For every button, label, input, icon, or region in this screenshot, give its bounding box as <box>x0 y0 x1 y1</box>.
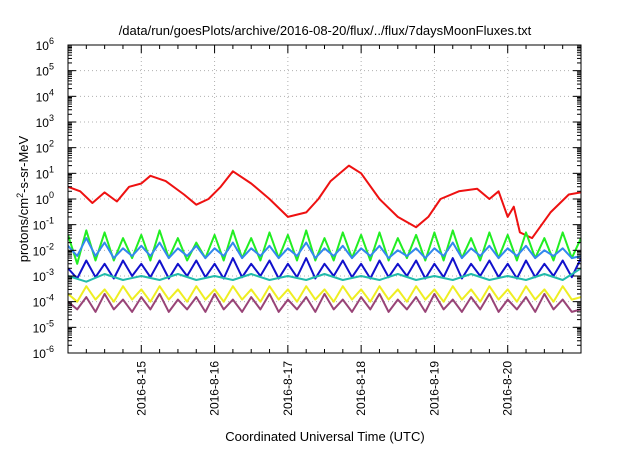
series-line-6 <box>68 285 581 303</box>
y-tick-label: 103 <box>36 113 54 130</box>
y-tick-label: 106 <box>36 36 54 53</box>
series-line-5 <box>68 267 581 283</box>
axis-ticks <box>68 44 581 354</box>
y-tick-label: 102 <box>36 139 54 156</box>
x-tick-label: 2016-8-17 <box>281 361 295 416</box>
x-tick-label: 2016-8-15 <box>134 361 148 416</box>
x-tick-label: 2016-8-16 <box>208 361 222 416</box>
x-tick-label: 2016-8-20 <box>501 361 515 416</box>
y-tick-label: 10-4 <box>33 293 54 310</box>
y-tick-label: 100 <box>36 190 54 207</box>
chart-title: /data/run/goesPlots/archive/2016-08-20/f… <box>119 23 532 38</box>
y-tick-label: 104 <box>36 87 54 104</box>
series-line-1 <box>68 164 581 240</box>
series-line-4 <box>68 257 581 280</box>
y-axis-label: protons/cm2-s-sr-MeV <box>15 135 31 262</box>
series-line-7 <box>68 292 581 313</box>
y-tick-label: 10-3 <box>33 267 54 284</box>
x-axis-label: Coordinated Universal Time (UTC) <box>225 429 424 444</box>
series-line-3 <box>68 237 581 260</box>
y-tick-label: 10-6 <box>33 344 54 361</box>
series-layer <box>68 164 581 313</box>
y-tick-label: 101 <box>36 164 54 181</box>
series-line-2 <box>68 229 581 265</box>
x-tick-label: 2016-8-19 <box>427 361 441 416</box>
grid-lines <box>68 45 581 353</box>
x-tick-label: 2016-8-18 <box>354 361 368 416</box>
y-tick-label: 10-1 <box>33 216 54 233</box>
y-tick-label: 105 <box>36 62 54 79</box>
y-tick-label: 10-5 <box>33 318 54 335</box>
tick-labels: 10-6 10-5 10-4 10-3 10-2 10-1 100 101 102 103 104 1… <box>33 36 515 416</box>
y-tick-label: 10-2 <box>33 241 54 258</box>
